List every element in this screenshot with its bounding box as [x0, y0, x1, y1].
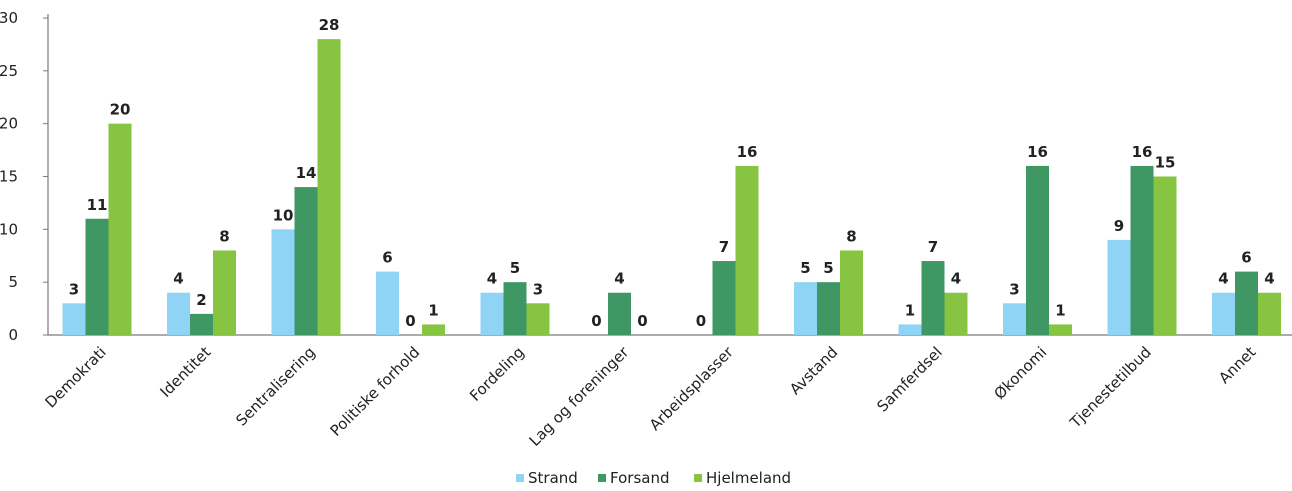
data-label: 0	[405, 312, 415, 330]
x-category-label: Identitet	[157, 343, 215, 401]
bar-hjelmeland-3	[422, 324, 445, 335]
x-category-label: Samferdsel	[873, 343, 945, 415]
bar-hjelmeland-2	[317, 39, 341, 336]
y-tick-label: 25	[0, 62, 18, 80]
bar-hjelmeland-11	[1258, 292, 1281, 335]
bar-forsand-5	[608, 292, 631, 335]
legend: Strand Forsand Hjelmeland	[516, 469, 791, 487]
data-label: 11	[87, 196, 108, 214]
data-label: 4	[951, 270, 961, 288]
data-label: 4	[1218, 270, 1228, 288]
data-label: 6	[1241, 249, 1251, 267]
y-tick-label: 0	[8, 326, 18, 344]
legend-label: Strand	[528, 469, 578, 487]
bar-strand-8	[898, 324, 922, 335]
data-label: 1	[428, 301, 438, 319]
data-label: 3	[533, 280, 543, 298]
data-label: 7	[719, 238, 729, 256]
data-label: 8	[219, 227, 229, 245]
x-category-label: Lag og foreninger	[526, 343, 633, 450]
bar-hjelmeland-0	[108, 123, 132, 336]
x-category-label: Sentralisering	[232, 343, 318, 429]
bar-strand-0	[62, 303, 86, 335]
y-tick-label: 10	[0, 220, 18, 238]
bar-forsand-1	[190, 313, 213, 335]
legend-label: Hjelmeland	[706, 469, 791, 487]
data-label: 2	[196, 291, 206, 309]
bar-strand-2	[271, 229, 295, 335]
data-label: 16	[737, 143, 758, 161]
data-label: 14	[296, 164, 317, 182]
data-label: 3	[1009, 280, 1019, 298]
data-label: 0	[696, 312, 706, 330]
x-category-label: Avstand	[786, 343, 841, 398]
data-label: 4	[487, 270, 497, 288]
data-label: 5	[800, 259, 810, 277]
bar-hjelmeland-8	[944, 292, 968, 335]
data-label: 16	[1027, 143, 1048, 161]
y-tick-label: 5	[8, 273, 18, 291]
bar-strand-1	[167, 292, 190, 335]
bar-strand-3	[376, 271, 399, 335]
bar-forsand-11	[1235, 271, 1258, 335]
bar-forsand-6	[712, 261, 736, 335]
data-label: 8	[846, 227, 856, 245]
x-category-label: Fordeling	[466, 343, 528, 405]
data-label: 20	[110, 101, 131, 119]
bar-hjelmeland-6	[735, 165, 759, 335]
bar-strand-4	[480, 292, 504, 335]
x-category-label: Økonomi	[991, 343, 1051, 403]
bar-strand-7	[794, 282, 817, 335]
x-category-label: Tjenestetilbud	[1066, 343, 1155, 432]
bar-hjelmeland-10	[1153, 176, 1177, 335]
bar-hjelmeland-1	[213, 250, 236, 335]
bar-forsand-10	[1130, 165, 1154, 335]
bar-forsand-0	[85, 218, 109, 335]
data-label: 0	[591, 312, 601, 330]
legend-swatch-hjelmeland	[694, 474, 702, 482]
x-category-label: Arbeidsplasser	[646, 343, 738, 435]
data-label: 4	[614, 270, 624, 288]
x-category-label: Annet	[1215, 343, 1259, 387]
data-label: 1	[1055, 301, 1065, 319]
x-category-label: Demokrati	[41, 343, 109, 411]
y-tick-label: 15	[0, 168, 18, 186]
data-label: 6	[382, 249, 392, 267]
data-label: 15	[1155, 154, 1176, 172]
data-label: 1	[905, 301, 915, 319]
bar-strand-9	[1003, 303, 1026, 335]
data-label: 5	[823, 259, 833, 277]
data-label: 5	[510, 259, 520, 277]
bar-forsand-9	[1026, 165, 1049, 335]
bar-hjelmeland-9	[1049, 324, 1072, 335]
data-label: 9	[1114, 217, 1124, 235]
y-tick-label: 20	[0, 115, 18, 133]
bar-forsand-4	[503, 282, 527, 335]
data-label: 3	[69, 280, 79, 298]
bar-forsand-8	[921, 261, 945, 335]
bar-forsand-2	[294, 187, 318, 335]
data-label: 4	[173, 270, 183, 288]
legend-swatch-strand	[516, 474, 524, 482]
bars	[62, 39, 1281, 336]
y-tick-label: 30	[0, 9, 18, 27]
data-label: 10	[273, 206, 294, 224]
legend-swatch-forsand	[598, 474, 606, 482]
bar-forsand-7	[817, 282, 840, 335]
bar-strand-11	[1212, 292, 1235, 335]
data-label: 0	[637, 312, 647, 330]
data-label: 16	[1132, 143, 1153, 161]
data-label: 28	[319, 16, 340, 34]
data-label: 4	[1264, 270, 1274, 288]
x-category-label: Politiske forhold	[327, 343, 424, 440]
bar-hjelmeland-4	[526, 303, 550, 335]
data-label: 7	[928, 238, 938, 256]
legend-label: Forsand	[610, 469, 669, 487]
bar-hjelmeland-7	[840, 250, 863, 335]
bar-strand-10	[1107, 239, 1131, 335]
